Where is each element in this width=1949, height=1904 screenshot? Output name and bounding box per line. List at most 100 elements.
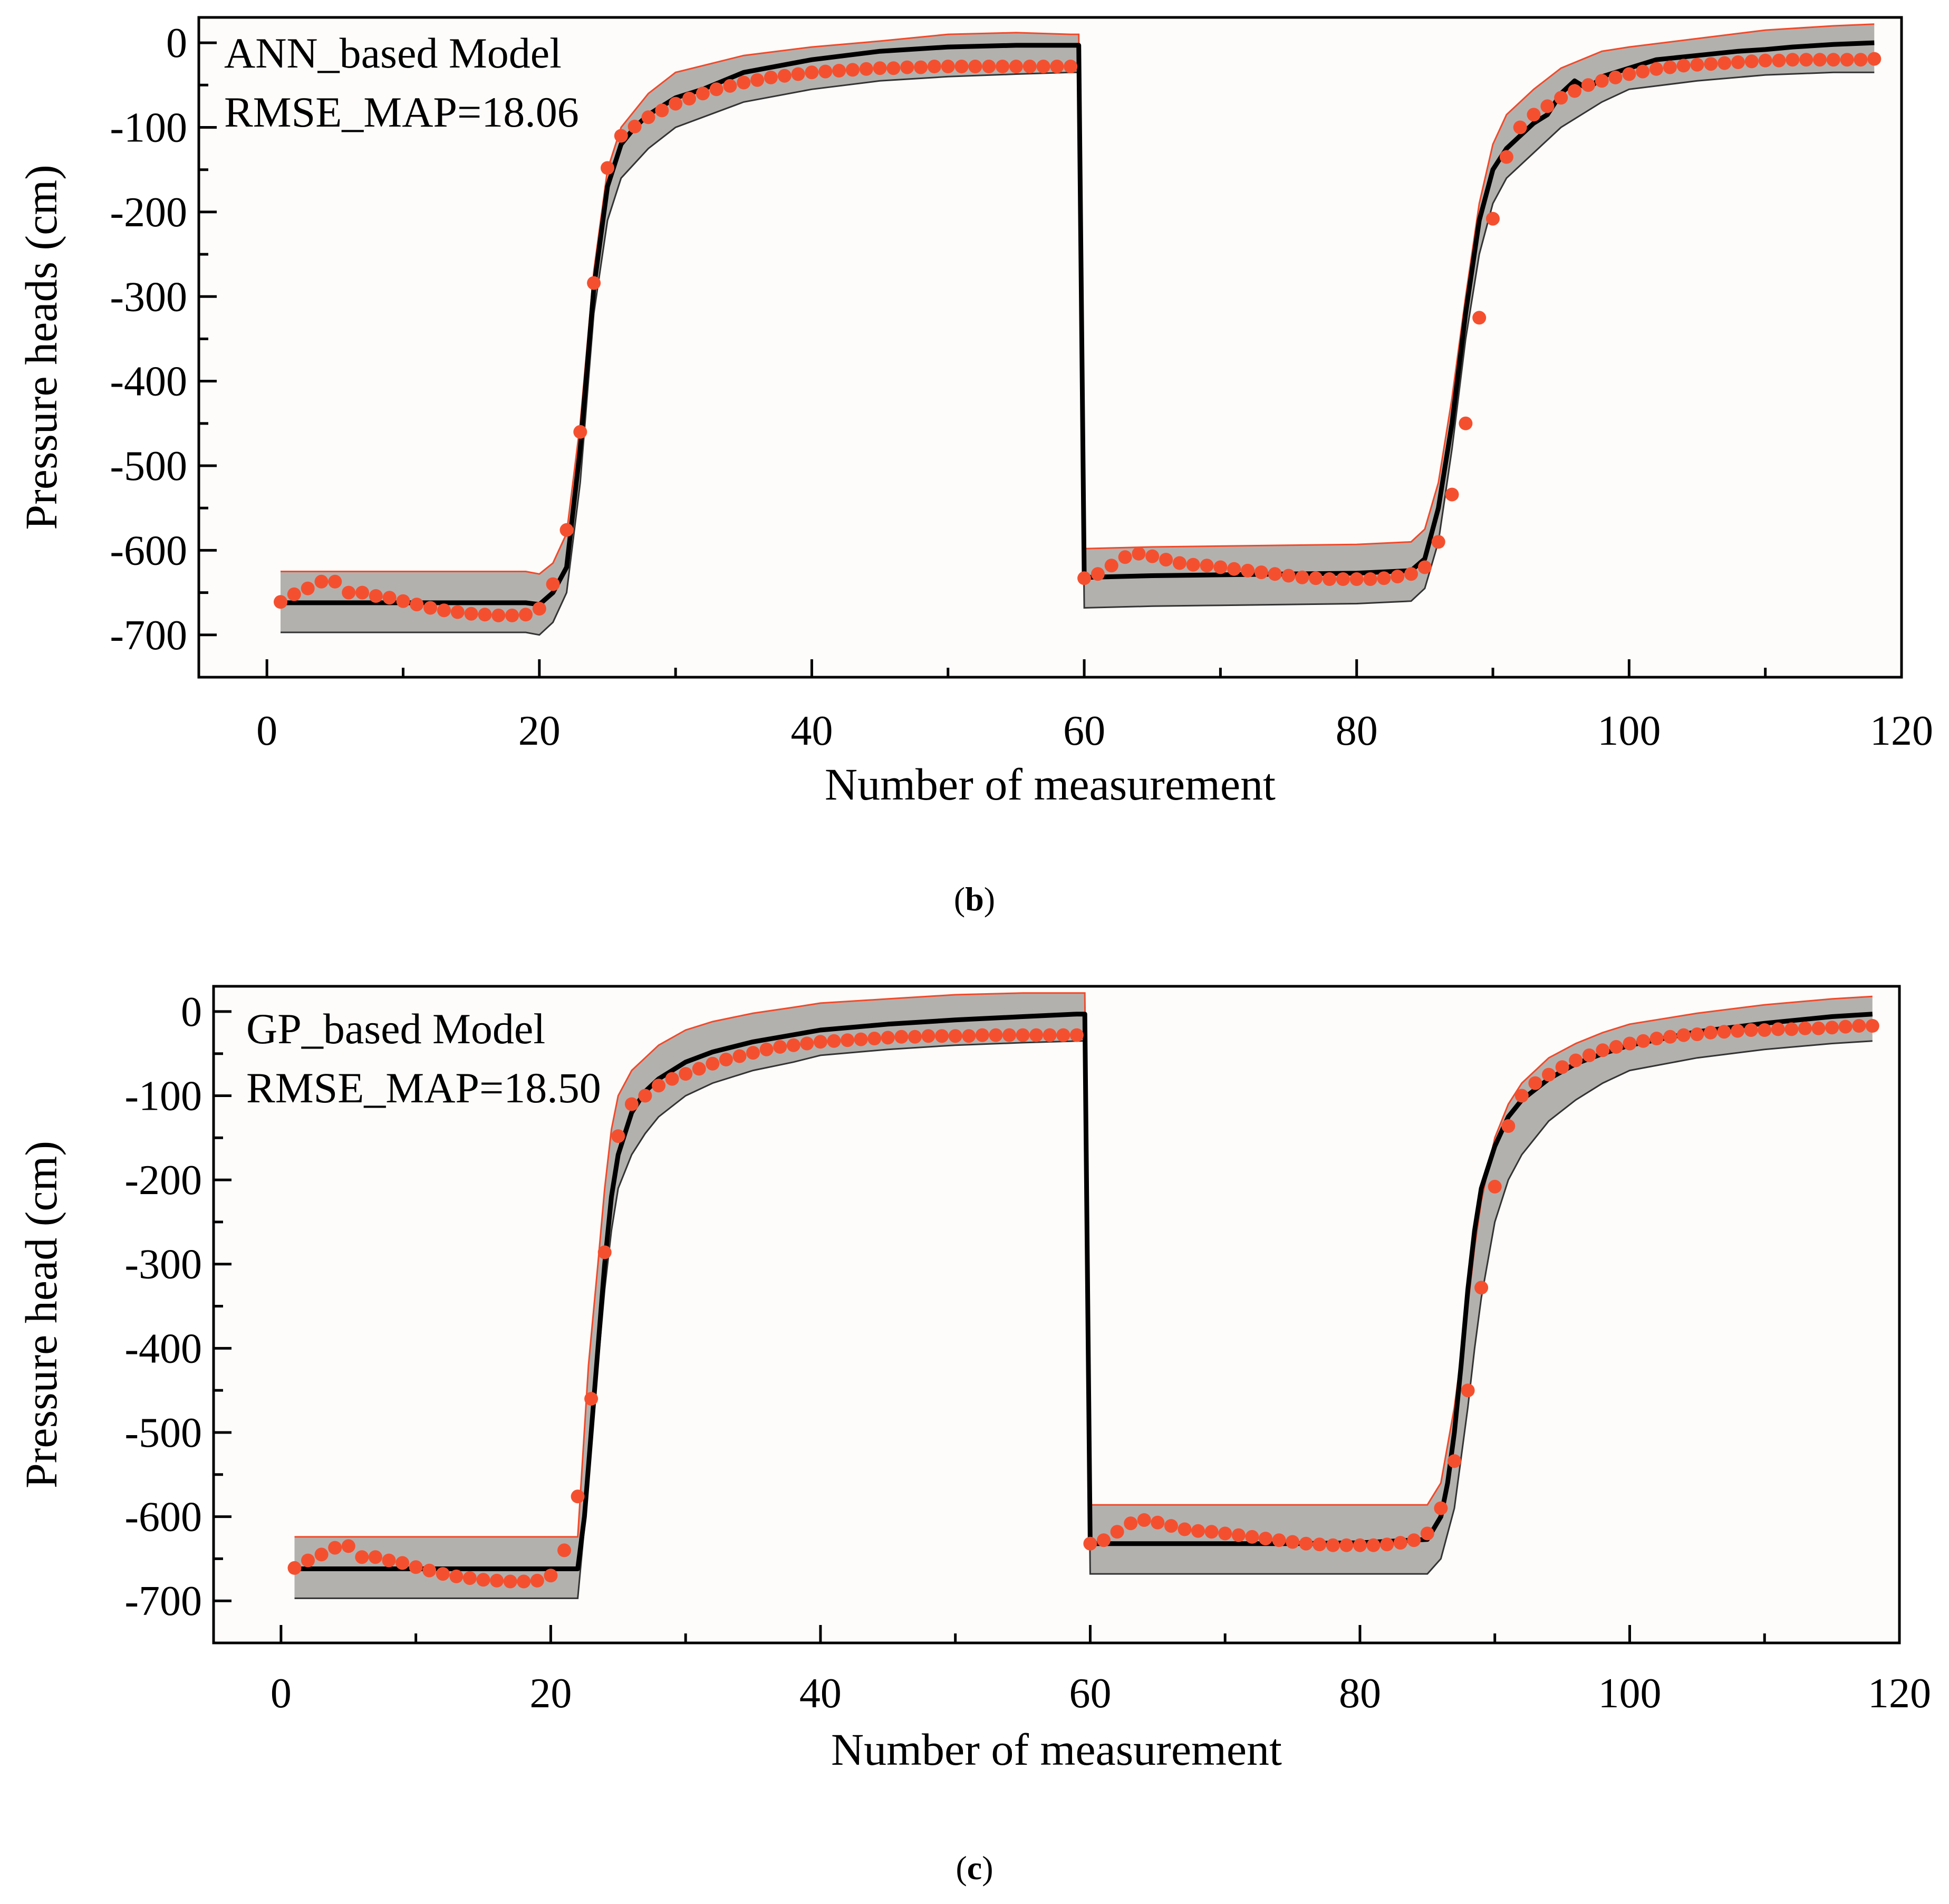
panel-b-observed-point [1186, 557, 1200, 572]
panel-b-observed-point [737, 75, 751, 90]
panel-b-observed-point [709, 82, 723, 97]
panel-c-observed-point [1852, 1019, 1866, 1033]
panel-c-observed-point [1690, 1027, 1704, 1041]
panel-c-y-tick-label: -400 [124, 1325, 202, 1372]
panel-b-y-tick-label: -700 [110, 612, 187, 659]
panel-c-observed-point [1448, 1454, 1461, 1468]
panel-b-observed-point [1036, 60, 1050, 73]
panel-b-y-tick-label: -100 [110, 105, 187, 151]
panel-b-observed-point [1568, 84, 1581, 98]
panel-b-observed-point [1663, 60, 1677, 74]
panel-b-observed-point [1608, 70, 1623, 84]
panel-c-observed-point [314, 1547, 329, 1562]
panel-c-observed-point [624, 1097, 639, 1111]
panel-b-observed-point [1159, 553, 1173, 567]
panel-b-x-tick-label: 40 [790, 708, 833, 754]
panel-b-observed-point [818, 64, 833, 79]
panel-c-observed-point [287, 1561, 302, 1575]
panel-b-observed-point [1241, 563, 1255, 578]
panel-b-observed-point [968, 60, 982, 73]
panel-c-x-tick-label: 100 [1598, 1670, 1661, 1717]
panel-c-observed-point [1434, 1501, 1448, 1515]
panel-c-observed-point [1164, 1519, 1178, 1533]
panel-b-observed-point [369, 589, 383, 603]
panel-c-observed-point [1313, 1537, 1327, 1552]
panel-b-observed-point [941, 60, 955, 73]
panel-c-observed-point [1717, 1025, 1731, 1039]
panel-c-y-tick-label: -600 [124, 1494, 202, 1541]
panel-b-observed-point [464, 607, 478, 621]
panel-b-x-tick-label: 120 [1870, 708, 1933, 754]
panel-c-observed-point [544, 1569, 558, 1583]
panel-b-observed-point [1377, 571, 1391, 585]
panel-b-observed-point [696, 86, 710, 101]
panel-b-observed-point [1295, 570, 1309, 584]
caption-c: (c) [0, 1849, 1949, 1888]
panel-c-observed-point [1703, 1025, 1718, 1040]
panel-b-observed-point [450, 605, 465, 619]
panel-c-observed-point [1758, 1023, 1772, 1037]
panel-b-observed-point [1213, 560, 1228, 574]
panel-c-observed-point [1097, 1533, 1111, 1547]
panel-b-observed-point [927, 60, 941, 73]
panel-c-uncertainty-band [294, 993, 1873, 1599]
panel-c-observed-point [1582, 1048, 1596, 1062]
panel-c-observed-point [395, 1556, 410, 1570]
panel-b-y-tick-label: -400 [110, 359, 187, 405]
panel-b-uncertainty-band [281, 24, 1875, 635]
panel-c-observed-point [854, 1032, 868, 1046]
panel-b-observed-point [328, 574, 342, 589]
panel-b-observed-point [601, 161, 614, 175]
panel-b-observed-point [655, 103, 669, 118]
panel-c-observed-point [1178, 1522, 1192, 1536]
panel-c-observed-point [1838, 1020, 1852, 1034]
panel-c-observed-point [867, 1032, 882, 1045]
panel-b-observed-point [301, 581, 315, 595]
panel-c-observed-point [1474, 1281, 1489, 1295]
panel-b-observed-point [587, 276, 601, 290]
panel-c-observed-point [1002, 1028, 1016, 1042]
panel-b-observed-point [355, 585, 369, 600]
panel-b-observed-point [641, 110, 655, 124]
panel-c-rmse-label: RMSE_MAP=18.50 [246, 1064, 601, 1112]
panel-b-observed-point [750, 73, 765, 87]
panel-c-x-tick-label: 120 [1868, 1670, 1931, 1717]
panel-c-band-lower-edge [294, 1040, 1873, 1599]
panel-c-observed-point [1771, 1022, 1785, 1036]
panel-b-observed-point [1840, 53, 1854, 67]
panel-b-observed-point [859, 62, 873, 76]
panel-c-observed-point [638, 1089, 652, 1103]
panel-c-observed-point [813, 1035, 827, 1049]
panel-c-observed-point [1258, 1532, 1272, 1546]
panel-c-observed-point [1110, 1525, 1124, 1539]
panel-c-observed-point [449, 1569, 464, 1583]
panel-c-observed-point [706, 1056, 720, 1071]
panel-c-y-tick-label: -700 [124, 1578, 202, 1624]
panel-c-observed-point [679, 1067, 693, 1081]
panel-b-x-axis-label: Number of measurement [825, 759, 1276, 810]
panel-c-observed-point [692, 1062, 706, 1076]
panel-c-y-tick-label: -300 [124, 1242, 202, 1288]
panel-b-observed-point [1459, 416, 1473, 430]
panel-b-observed-point [1336, 572, 1350, 586]
panel-c-observed-point [975, 1028, 989, 1042]
panel-c-observed-point [665, 1072, 679, 1086]
panel-b-observed-point [532, 602, 546, 616]
panel-b-observed-point [423, 601, 438, 615]
panel-c-observed-point [409, 1560, 423, 1574]
panel-b-observed-point [1499, 150, 1513, 164]
panel-c-observed-point [1636, 1034, 1651, 1048]
panel-b-observed-point [1363, 572, 1377, 586]
panel-c-observed-point [382, 1553, 396, 1568]
panel-c-observed-point [462, 1571, 477, 1585]
panel-c-model-name: GP_based Model [246, 1005, 545, 1053]
panel-c-observed-point [1555, 1060, 1569, 1074]
panel-c-observed-point [476, 1573, 490, 1587]
panel-b-observed-point [1349, 572, 1364, 586]
panel-c-y-tick-label: -200 [124, 1157, 202, 1204]
panel-b-observed-point [1718, 56, 1732, 70]
panel-c-observed-point [1124, 1516, 1138, 1531]
panel-b-model-name: ANN_based Model [224, 29, 562, 77]
panel-b-observed-point [1391, 570, 1405, 584]
